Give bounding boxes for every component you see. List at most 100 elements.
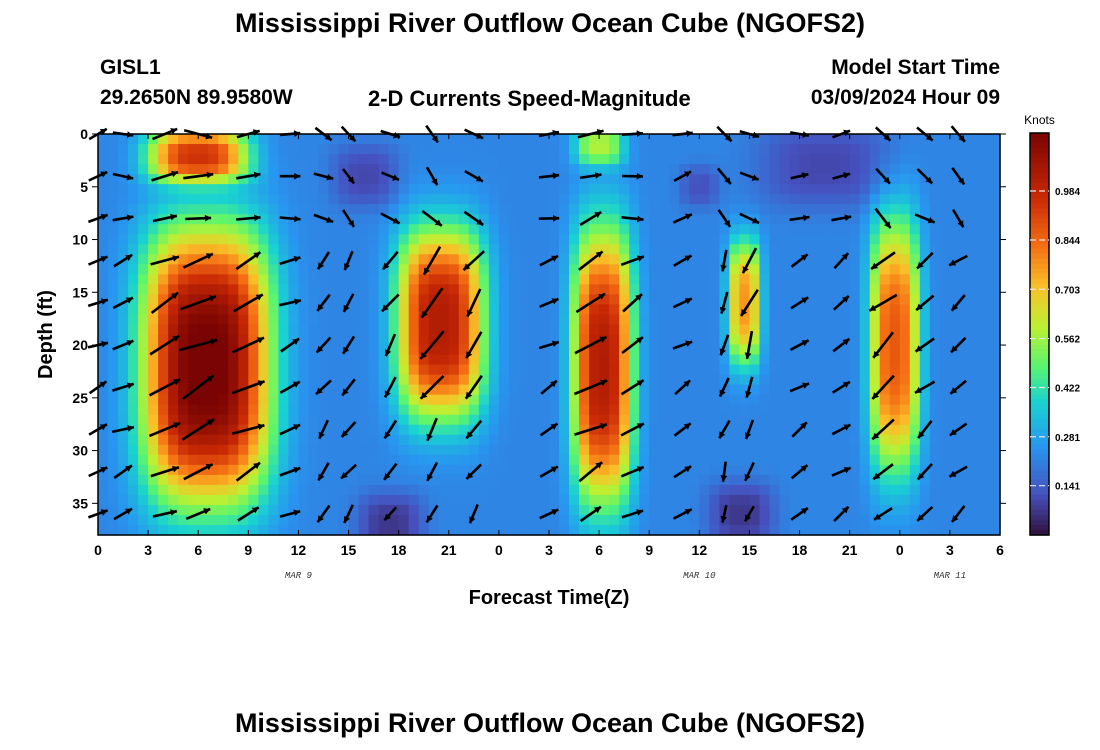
heat-cell xyxy=(98,344,109,356)
heat-cell xyxy=(599,474,610,486)
heat-cell xyxy=(609,374,620,386)
current-vector xyxy=(419,330,445,360)
heat-cell xyxy=(298,154,310,165)
heat-cell xyxy=(188,164,199,175)
heat-cell xyxy=(989,524,1001,536)
heat-cell xyxy=(899,434,911,446)
heat-cell xyxy=(438,514,450,526)
heat-cell xyxy=(929,394,941,406)
heat-cell xyxy=(448,304,460,316)
heat-cell xyxy=(388,264,400,275)
heat-cell xyxy=(308,354,320,366)
heat-cell xyxy=(278,404,290,416)
heat-cell xyxy=(248,194,259,205)
heat-cell xyxy=(569,314,580,326)
heat-cell xyxy=(378,424,390,436)
heat-cell xyxy=(979,374,991,386)
heat-cell xyxy=(348,304,360,316)
heat-cell xyxy=(238,344,249,356)
heat-cell xyxy=(899,284,911,296)
heat-cell xyxy=(659,224,670,235)
heat-cell xyxy=(278,134,290,145)
heat-cell xyxy=(358,404,370,416)
heat-cell xyxy=(929,154,941,165)
heat-cell xyxy=(919,414,931,426)
heat-cell xyxy=(278,394,290,406)
heat-cell xyxy=(218,304,229,316)
heat-cell xyxy=(759,524,771,536)
heat-cell xyxy=(498,204,510,215)
heat-cell xyxy=(719,244,730,255)
current-vector xyxy=(673,170,692,183)
heat-cell xyxy=(438,344,450,356)
heat-cell xyxy=(599,444,610,456)
heat-cell xyxy=(468,184,480,195)
heat-cell xyxy=(679,384,690,396)
heat-cell xyxy=(458,434,470,446)
heat-cell xyxy=(228,174,239,185)
heat-cell xyxy=(889,354,901,366)
heat-cell xyxy=(438,134,450,145)
heat-cell xyxy=(398,204,410,215)
heat-cell xyxy=(819,314,831,326)
heat-cell xyxy=(328,484,340,496)
heat-cell xyxy=(368,274,380,285)
heat-cell xyxy=(318,524,330,536)
heat-cell xyxy=(148,414,159,426)
heat-cell xyxy=(148,274,159,285)
heat-cell xyxy=(649,314,660,326)
heat-cell xyxy=(188,154,199,165)
heat-cell xyxy=(488,474,500,486)
heat-cell xyxy=(869,384,881,396)
heat-cell xyxy=(749,184,761,195)
heat-cell xyxy=(528,524,540,536)
heat-cell xyxy=(889,424,901,436)
current-vector xyxy=(832,380,851,394)
heat-cell xyxy=(699,244,710,255)
heat-cell xyxy=(869,354,881,366)
heat-cell xyxy=(108,294,119,306)
heat-cell xyxy=(739,364,751,376)
heat-cell xyxy=(779,404,791,416)
heat-cell xyxy=(969,394,981,406)
heat-cell xyxy=(108,144,119,155)
x-tick-label: 18 xyxy=(792,542,808,558)
heat-cell xyxy=(919,324,931,336)
heat-cell xyxy=(659,464,670,476)
heat-cell xyxy=(599,224,610,235)
heat-cell xyxy=(759,454,771,466)
heat-cell xyxy=(729,264,741,275)
heat-cell xyxy=(709,334,720,346)
heat-cell xyxy=(619,414,630,426)
heat-cell xyxy=(699,324,710,336)
current-vector xyxy=(150,291,179,315)
heat-cell xyxy=(819,484,831,496)
heat-cell xyxy=(168,454,179,466)
heat-cell xyxy=(418,374,430,386)
heat-cell xyxy=(318,494,330,506)
heat-cell xyxy=(448,264,460,275)
heat-cell xyxy=(458,354,470,366)
heat-cell xyxy=(629,174,640,185)
heat-cell xyxy=(689,294,700,306)
heat-cell xyxy=(779,384,791,396)
heat-cell xyxy=(909,234,921,245)
heat-cell xyxy=(288,524,300,536)
heat-cell xyxy=(138,524,149,536)
heat-cell xyxy=(198,194,209,205)
heat-cell xyxy=(518,354,530,366)
heat-cell xyxy=(689,254,700,265)
heat-cell xyxy=(528,364,540,376)
heat-cell xyxy=(899,444,911,456)
colorbar-cell xyxy=(1030,339,1049,345)
heat-cell xyxy=(508,134,520,145)
heat-cell xyxy=(108,374,119,386)
heat-cell xyxy=(488,264,500,275)
heat-cell xyxy=(178,134,189,145)
heat-cell xyxy=(909,184,921,195)
heat-cell xyxy=(549,524,560,536)
heat-cell xyxy=(348,144,360,155)
heat-cell xyxy=(669,194,680,205)
heat-cell xyxy=(528,384,540,396)
heat-cell xyxy=(238,454,249,466)
